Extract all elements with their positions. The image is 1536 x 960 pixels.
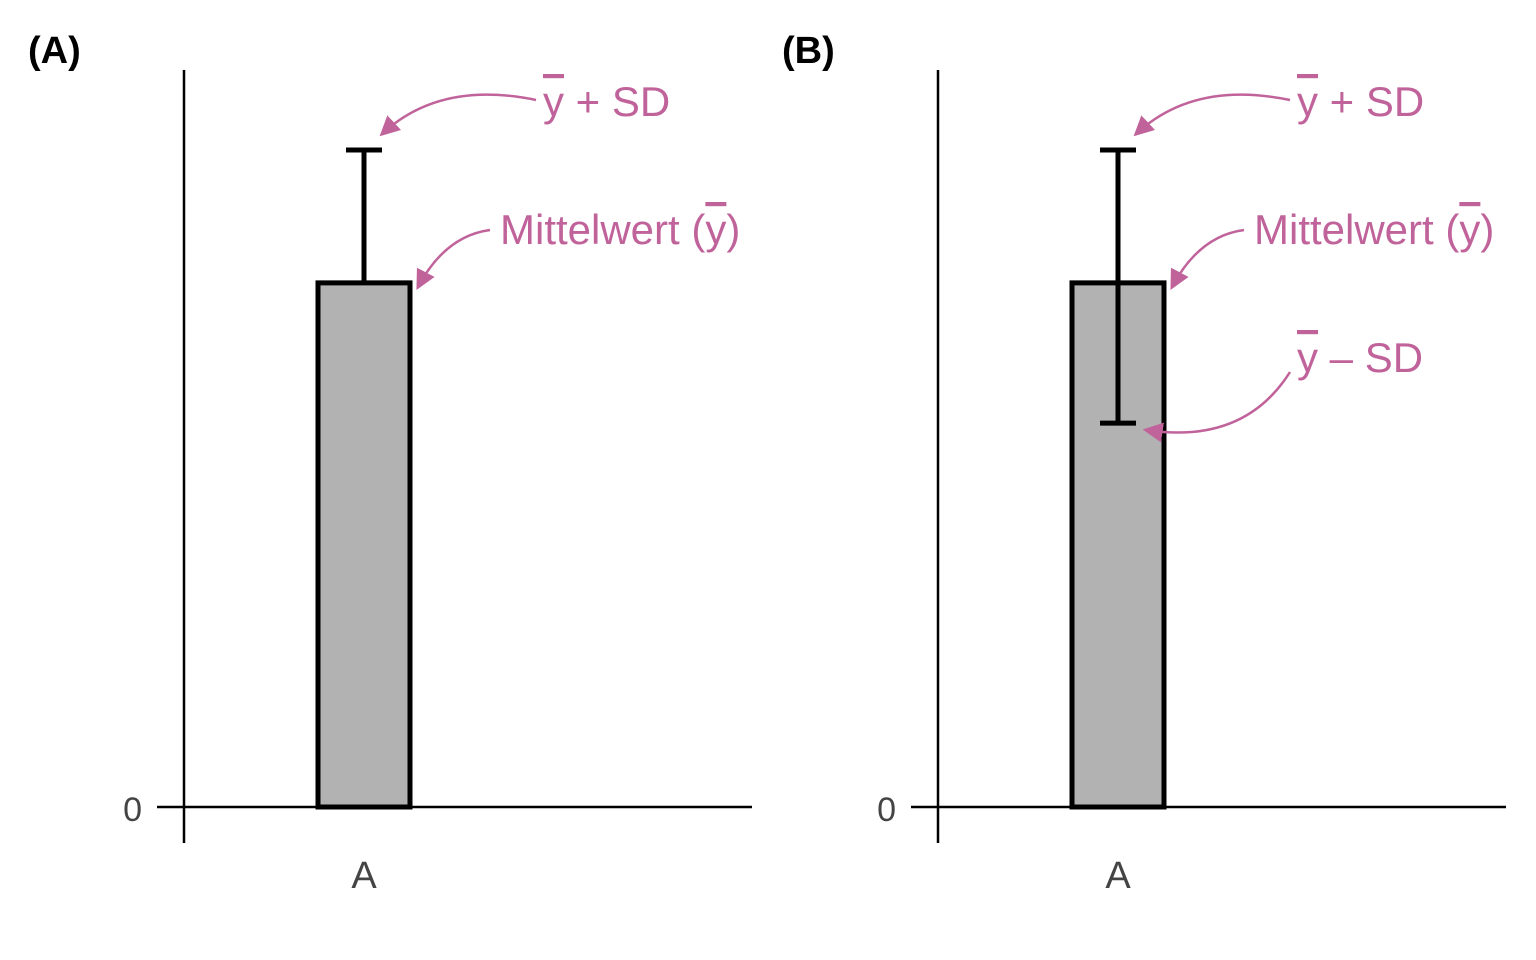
panel-a-xtick-a: A — [351, 855, 377, 897]
panel-b-ytick-0: 0 — [877, 791, 896, 829]
panel-a-bar-a — [315, 280, 413, 810]
panel-b-annotation-lower: y – SD — [1297, 334, 1423, 381]
panel-b-xtick-a: A — [1105, 855, 1131, 897]
panel-b-label: (B) — [782, 30, 835, 72]
panel-a-annotation-mean: Mittelwert (y) — [500, 206, 740, 253]
panel-a-annotation-upper: y + SD — [543, 78, 670, 125]
panel-b-arrow-upper — [1133, 93, 1291, 137]
panel-b-annotation-upper: y + SD — [1297, 78, 1424, 125]
panel-a-label: (A) — [28, 30, 81, 72]
panel-a-arrow-mean — [416, 228, 491, 290]
panel-a-arrow-upper — [379, 93, 537, 137]
panel-b-plot: 0A — [877, 70, 1506, 897]
panel-a-plot: 0A — [123, 70, 752, 897]
panel-b-arrow-lower — [1142, 371, 1292, 443]
panel-a-ytick-0: 0 — [123, 791, 142, 829]
panel-b-annotation-mean: Mittelwert (y) — [1254, 206, 1494, 253]
panel-b-arrow-mean — [1170, 228, 1245, 290]
